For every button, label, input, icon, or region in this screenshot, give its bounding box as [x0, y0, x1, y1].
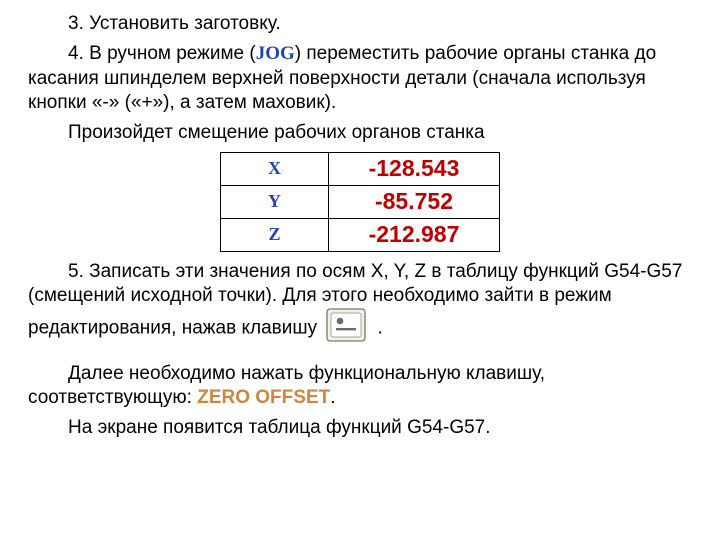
zero-offset-b: . — [330, 387, 335, 408]
table-appears: На экране появится таблица функций G54-G… — [28, 416, 692, 440]
axis-cell-x: X — [221, 152, 329, 185]
step-5: 5. Записать эти значения по осям X, Y, Z… — [28, 260, 692, 350]
step-3: 3. Установить заготовку. — [28, 12, 692, 36]
step-4-a: 4. В ручном режиме ( — [68, 43, 256, 64]
axis-cell-y: Y — [221, 185, 329, 218]
edit-key-icon — [326, 308, 366, 349]
jog-label: JOG — [256, 43, 295, 64]
step-5-b: . — [372, 318, 383, 339]
table-row: X -128.543 — [221, 152, 500, 185]
offset-note: Произойдет смещение рабочих органов стан… — [28, 121, 692, 145]
value-cell-z: -212.987 — [329, 218, 500, 251]
axis-cell-z: Z — [221, 218, 329, 251]
document-body: 3. Установить заготовку. 4. В ручном реж… — [0, 0, 720, 456]
zero-offset-para: Далее необходимо нажать функциональную к… — [28, 362, 692, 411]
table-row: Z -212.987 — [221, 218, 500, 251]
step-4: 4. В ручном режиме (JOG) переместить раб… — [28, 42, 692, 115]
coords-table: X -128.543 Y -85.752 Z -212.987 — [220, 152, 500, 252]
value-cell-y: -85.752 — [329, 185, 500, 218]
value-cell-x: -128.543 — [329, 152, 500, 185]
zero-offset-label: ZERO OFFSET — [197, 387, 330, 408]
table-row: Y -85.752 — [221, 185, 500, 218]
